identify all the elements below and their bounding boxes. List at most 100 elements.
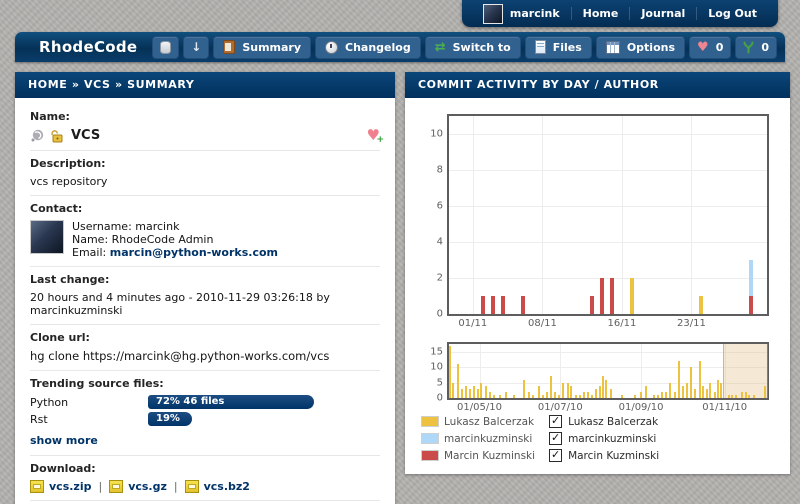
chart-bar [595, 389, 597, 398]
breadcrumb-home[interactable]: HOME [28, 78, 67, 91]
followers-count: 0 [716, 41, 724, 54]
chart-bar [686, 383, 688, 398]
chart-bar [599, 386, 601, 398]
rhodecode-app: marcink Home Journal Log Out RhodeCode ↓… [0, 0, 800, 504]
tab-files[interactable]: Files [525, 36, 592, 59]
chart-bar [630, 278, 634, 314]
user-bar: marcink Home Journal Log Out [462, 0, 778, 27]
chart-bar [748, 395, 750, 398]
series-checkbox[interactable]: ✓ [549, 432, 562, 445]
gridline [449, 242, 767, 243]
chart-bar [640, 392, 642, 398]
home-link[interactable]: Home [571, 7, 630, 20]
chart-bar [558, 395, 560, 398]
chart-bar [583, 392, 585, 398]
chart-bar [489, 392, 491, 398]
legend-item: Lukasz Balcerzak [421, 415, 535, 428]
chart-bar [457, 364, 459, 398]
legend-label: Marcin Kuzminski [444, 450, 535, 462]
user-avatar [483, 4, 503, 24]
chevron-down-icon: ↓ [191, 41, 201, 53]
follow-button[interactable]: ♥+ [367, 128, 380, 143]
commit-activity-panel: COMMIT ACTIVITY BY DAY / AUTHOR 02468100… [405, 72, 790, 474]
commit-activity-overview-chart[interactable]: 05101501/05/1001/07/1001/09/1001/11/10 [447, 342, 769, 400]
chart-bar [709, 383, 711, 398]
chart-bar [610, 389, 612, 398]
chart-bar [749, 296, 753, 314]
followers-badge[interactable]: ♥ 0 [689, 36, 731, 59]
app-logo[interactable]: RhodeCode [39, 38, 137, 56]
chart-bar [645, 386, 647, 398]
contact-username: Username: marcink [72, 220, 278, 233]
y-tick-label: 5 [421, 377, 443, 388]
y-tick-label: 0 [421, 393, 443, 404]
chart-legend: Lukasz BalcerzakmarcinkuzminskiMarcin Ku… [421, 415, 535, 462]
series-checkbox-label: Marcin Kuzminski [568, 450, 659, 462]
gridline [691, 116, 692, 314]
chart-bar [706, 389, 708, 398]
chart-bar [605, 380, 607, 399]
series-toggle[interactable]: ✓ Marcin Kuzminski [549, 449, 659, 462]
repo-quick-button[interactable] [152, 36, 179, 59]
chart-bar [473, 386, 475, 398]
series-toggle[interactable]: ✓marcinkuzminski [549, 432, 659, 445]
chart-bar [717, 380, 719, 399]
chart-bar [501, 296, 505, 314]
breadcrumb-repo[interactable]: VCS [84, 78, 111, 91]
tab-options[interactable]: Options [596, 36, 685, 59]
chart-bar [532, 395, 534, 398]
y-tick-label: 10 [421, 362, 443, 373]
forks-badge[interactable]: 0 [735, 36, 777, 59]
x-tick-label: 16/11 [607, 318, 636, 329]
clock-icon [325, 41, 338, 54]
fork-icon [743, 41, 754, 54]
download-bz2-link[interactable]: vcs.bz2 [204, 480, 250, 493]
journal-link[interactable]: Journal [629, 7, 696, 20]
commit-activity-title: COMMIT ACTIVITY BY DAY / AUTHOR [405, 72, 790, 98]
gridline [449, 134, 767, 135]
gridline [542, 116, 543, 314]
y-tick-label: 10 [421, 129, 443, 140]
username[interactable]: marcink [510, 7, 560, 20]
download-gz-link[interactable]: vcs.gz [128, 480, 167, 493]
chart-bar [714, 392, 716, 398]
chart-bar [602, 376, 604, 398]
chart-bar [528, 392, 530, 398]
chart-bar [600, 278, 604, 314]
show-more-link[interactable]: show more [30, 434, 98, 447]
tab-switch-to[interactable]: ⇄ Switch to [425, 36, 521, 59]
series-checkbox[interactable]: ✓ [549, 449, 562, 462]
chart-bar [621, 395, 623, 398]
chart-bar [469, 389, 471, 398]
unlock-icon [50, 129, 64, 143]
chart-bar [731, 395, 733, 398]
chart-bar [745, 392, 747, 398]
commit-activity-chart[interactable]: 024681001/1108/1116/1123/11 [447, 114, 769, 316]
user-menu[interactable]: marcink [472, 4, 571, 24]
download-zip-link[interactable]: vcs.zip [49, 480, 91, 493]
chart-bar [702, 386, 704, 398]
chart-bar [499, 395, 501, 398]
chart-legend-area: Lukasz BalcerzakmarcinkuzminskiMarcin Ku… [421, 415, 776, 462]
trend-row-python: Python 72% 46 files [30, 395, 380, 409]
gridline [449, 352, 767, 353]
chart-bar [562, 383, 564, 398]
chart-bar [590, 296, 594, 314]
x-tick-label: 01/11/10 [702, 402, 747, 413]
repo-dropdown-button[interactable]: ↓ [183, 36, 209, 59]
chart-bar [505, 392, 507, 398]
x-tick-label: 08/11 [528, 318, 557, 329]
plus-icon: + [376, 136, 384, 145]
series-toggle[interactable]: ✓Lukasz Balcerzak [549, 415, 659, 428]
chart-bar [741, 392, 743, 398]
chart-bar [749, 260, 753, 296]
chart-bar [449, 346, 451, 398]
chart-bar [465, 386, 467, 398]
tab-changelog[interactable]: Changelog [315, 36, 421, 59]
repo-name: VCS [71, 128, 100, 143]
logout-link[interactable]: Log Out [696, 7, 768, 20]
chart-bar [579, 395, 581, 398]
tab-summary[interactable]: Summary [213, 36, 311, 59]
email-link[interactable]: marcin@python-works.com [110, 246, 278, 259]
series-checkbox[interactable]: ✓ [549, 415, 562, 428]
